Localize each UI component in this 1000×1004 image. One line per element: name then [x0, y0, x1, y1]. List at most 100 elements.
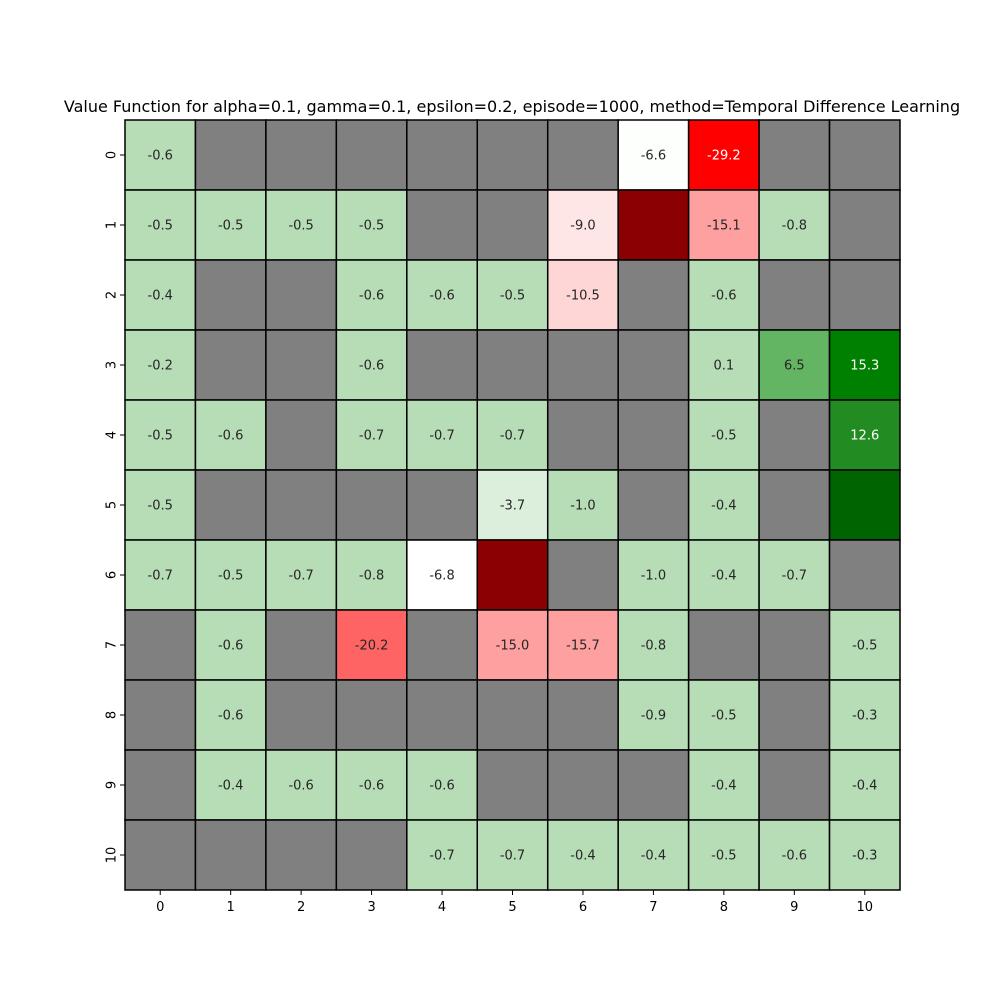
heatmap-cells: -0.6 -6.6 -29.2 -0.5 -0.5 -0.5 -0.5 -9.0 -15.1 -0… [124, 119, 901, 891]
x-tick-label: 8 [720, 900, 728, 915]
heatmap-cell-r1-c10 [828, 189, 901, 261]
cell-value-label: -0.7 [429, 429, 454, 444]
heatmap-cell-r5-c2 [265, 469, 338, 541]
x-tick-label: 0 [156, 900, 164, 915]
cell-value-label: 12.6 [850, 429, 879, 444]
cell-value-label: -0.5 [711, 429, 736, 444]
cell-value-label: -0.4 [570, 849, 595, 864]
heatmap-cell-r3-c3 [335, 329, 408, 401]
heatmap-cell-r5-c0 [124, 469, 197, 541]
heatmap-cell-r7-c0 [124, 609, 197, 681]
x-tick-label: 3 [367, 900, 375, 915]
heatmap-cell-r9-c6 [546, 749, 619, 821]
heatmap-cell-r8-c4 [406, 679, 479, 751]
y-tick-label: 3 [105, 361, 120, 369]
cell-value-label: -0.4 [711, 499, 736, 514]
heatmap-cell-r6-c4 [406, 539, 479, 611]
cell-value-label: -0.5 [288, 219, 313, 234]
heatmap-cell-r9-c10 [828, 749, 901, 821]
heatmap-cell-r10-c3 [335, 819, 408, 891]
y-axis: 0 1 2 3 4 5 6 7 8 9 10 [105, 151, 125, 864]
heatmap-cell-r10-c8 [687, 819, 760, 891]
heatmap-cell-r7-c5 [476, 609, 549, 681]
heatmap-cell-r6-c10 [828, 539, 901, 611]
y-tick-label: 6 [105, 571, 120, 579]
heatmap-cell-r8-c5 [476, 679, 549, 751]
cell-value-label: -0.6 [782, 849, 807, 864]
heatmap-cell-r0-c7 [617, 119, 690, 191]
y-tick-label: 10 [105, 847, 120, 864]
y-tick-label: 0 [105, 151, 120, 159]
cell-value-label: -29.2 [707, 149, 741, 164]
heatmap-cell-r5-c9 [758, 469, 831, 541]
heatmap-cell-r1-c7 [617, 189, 690, 261]
x-tick-label: 9 [790, 900, 798, 915]
heatmap-cell-r4-c10 [828, 399, 901, 471]
heatmap-cell-r3-c8 [687, 329, 760, 401]
heatmap-cell-r7-c10 [828, 609, 901, 681]
cell-value-label: -6.6 [641, 149, 666, 164]
cell-value-label: -0.7 [782, 569, 807, 584]
heatmap-cell-r4-c2 [265, 399, 338, 471]
cell-value-label: -1.0 [641, 569, 666, 584]
cell-value-label: -0.7 [429, 849, 454, 864]
cell-value-label: -20.2 [355, 639, 389, 654]
heatmap-cell-r4-c0 [124, 399, 197, 471]
cell-value-label: -10.5 [566, 289, 600, 304]
cell-value-label: -0.6 [148, 149, 173, 164]
cell-value-label: -0.5 [218, 569, 243, 584]
heatmap-cell-r5-c1 [194, 469, 267, 541]
cell-value-label: -0.6 [429, 779, 454, 794]
cell-value-label: 6.5 [784, 359, 805, 374]
heatmap-cell-r8-c8 [687, 679, 760, 751]
heatmap-cell-r0-c4 [406, 119, 479, 191]
heatmap-cell-r9-c8 [687, 749, 760, 821]
heatmap-cell-r2-c1 [194, 259, 267, 331]
x-axis: 0 1 2 3 4 5 6 7 8 9 10 [156, 890, 873, 915]
heatmap-cell-r0-c0 [124, 119, 197, 191]
heatmap-cell-r7-c9 [758, 609, 831, 681]
heatmap-cell-r1-c5 [476, 189, 549, 261]
heatmap-cell-r7-c8 [687, 609, 760, 681]
cell-value-label: 15.3 [850, 359, 879, 374]
heatmap-cell-r9-c1 [194, 749, 267, 821]
heatmap-cell-r4-c6 [546, 399, 619, 471]
cell-value-label: -0.6 [288, 779, 313, 794]
heatmap-cell-r4-c1 [194, 399, 267, 471]
x-tick-label: 1 [227, 900, 235, 915]
heatmap-cell-r2-c5 [476, 259, 549, 331]
heatmap-cell-r5-c6 [546, 469, 619, 541]
heatmap-cell-r2-c3 [335, 259, 408, 331]
heatmap-cell-r3-c2 [265, 329, 338, 401]
cell-value-label: -6.8 [429, 569, 454, 584]
y-tick-label: 9 [105, 781, 120, 789]
cell-value-label: -0.7 [359, 429, 384, 444]
heatmap-cell-r0-c9 [758, 119, 831, 191]
heatmap-cell-r5-c4 [406, 469, 479, 541]
cell-value-label: -0.2 [148, 359, 173, 374]
heatmap-cell-r6-c5 [476, 539, 549, 611]
chart-title: Value Function for alpha=0.1, gamma=0.1,… [64, 97, 960, 116]
heatmap-cell-r0-c10 [828, 119, 901, 191]
heatmap-cell-r8-c2 [265, 679, 338, 751]
heatmap-cell-r2-c8 [687, 259, 760, 331]
heatmap-cell-r9-c7 [617, 749, 690, 821]
heatmap-cell-r2-c10 [828, 259, 901, 331]
y-tick-label: 8 [105, 711, 120, 719]
cell-value-label: -0.8 [782, 219, 807, 234]
heatmap-cell-r0-c3 [335, 119, 408, 191]
heatmap-cell-r3-c5 [476, 329, 549, 401]
x-tick-label: 7 [649, 900, 657, 915]
y-tick-label: 7 [105, 641, 120, 649]
heatmap-cell-r0-c8 [687, 119, 760, 191]
heatmap-cell-r3-c7 [617, 329, 690, 401]
y-tick-label: 1 [105, 221, 120, 229]
cell-value-label: -0.6 [359, 359, 384, 374]
heatmap-cell-r7-c7 [617, 609, 690, 681]
heatmap-cell-r1-c4 [406, 189, 479, 261]
cell-value-label: -0.6 [218, 709, 243, 724]
heatmap-cell-r10-c1 [194, 819, 267, 891]
heatmap-cell-r0-c5 [476, 119, 549, 191]
heatmap-cell-r9-c5 [476, 749, 549, 821]
heatmap-cell-r6-c6 [546, 539, 619, 611]
